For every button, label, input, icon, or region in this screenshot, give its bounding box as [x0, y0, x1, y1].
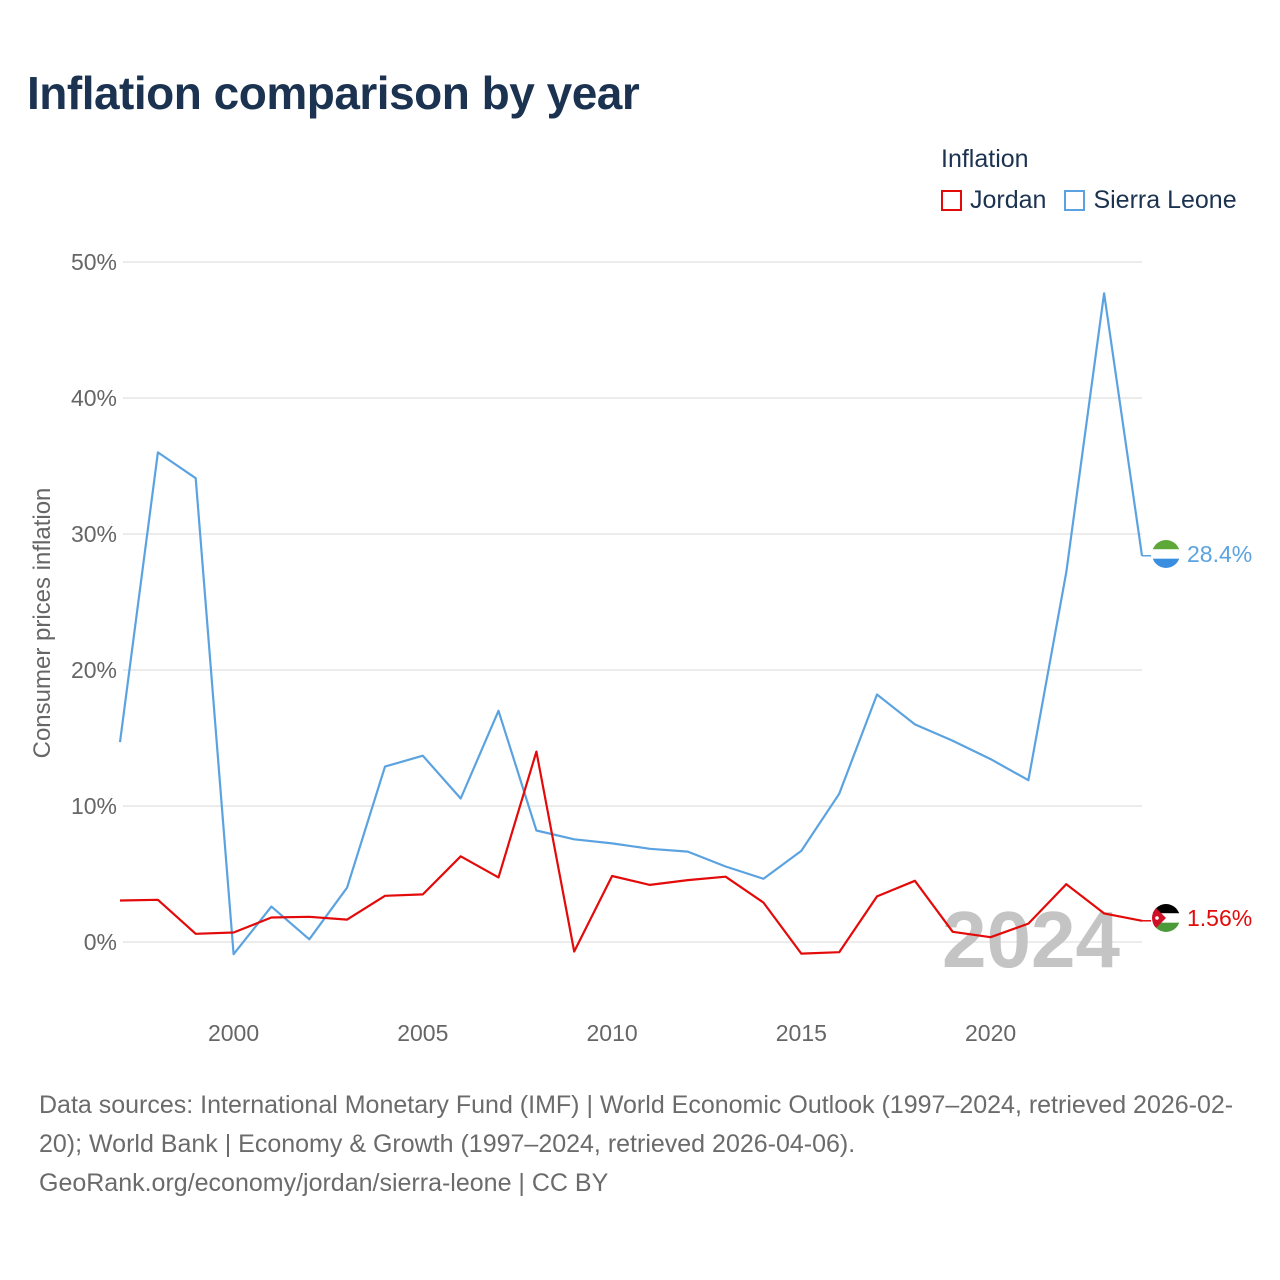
y-axis-ticks: 0% 10% 20% 30% 40% 50%: [71, 249, 117, 955]
y-tick-label: 0%: [84, 929, 117, 955]
line-chart: 0% 10% 20% 30% 40% 50% 2000 2005 2010 2015 2020 C…: [29, 249, 1252, 1046]
x-tick-label: 2005: [397, 1020, 448, 1046]
legend-label-sierra-leone: Sierra Leone: [1093, 186, 1237, 214]
x-tick-label: 2015: [776, 1020, 827, 1046]
gridlines: [123, 261, 1142, 943]
y-tick-label: 50%: [71, 249, 117, 275]
series-lines: [118, 292, 1151, 956]
x-tick-label: 2020: [965, 1020, 1016, 1046]
legend: Jordan Sierra Leone: [941, 186, 1255, 215]
y-tick-label: 20%: [71, 657, 117, 683]
flag-jordan-icon: [1152, 904, 1180, 932]
legend-title: Inflation: [941, 145, 1029, 173]
y-tick-label: 40%: [71, 385, 117, 411]
flag-sierra-leone-icon: [1152, 540, 1180, 568]
year-watermark: 2024: [942, 895, 1120, 984]
legend-item-jordan[interactable]: Jordan: [941, 186, 1046, 215]
x-tick-label: 2000: [208, 1020, 259, 1046]
legend-swatch-jordan: [941, 190, 962, 211]
end-label-jordan: 1.56%: [1187, 905, 1252, 931]
y-tick-label: 30%: [71, 521, 117, 547]
y-axis-label: Consumer prices inflation: [29, 488, 56, 759]
series-line-sierra-leone[interactable]: [118, 292, 1144, 956]
x-tick-label: 2010: [586, 1020, 637, 1046]
y-tick-label: 10%: [71, 793, 117, 819]
end-label-sierra-leone: 28.4%: [1187, 541, 1252, 567]
x-axis-ticks: 2000 2005 2010 2015 2020: [208, 1020, 1016, 1046]
legend-item-sierra-leone[interactable]: Sierra Leone: [1064, 186, 1237, 215]
legend-swatch-sierra-leone: [1064, 190, 1086, 211]
legend-label-jordan: Jordan: [970, 186, 1047, 214]
chart-title: Inflation comparison by year: [27, 67, 640, 119]
source-note: Data sources: International Monetary Fun…: [39, 1091, 1234, 1197]
series-line-jordan[interactable]: [119, 750, 1143, 955]
